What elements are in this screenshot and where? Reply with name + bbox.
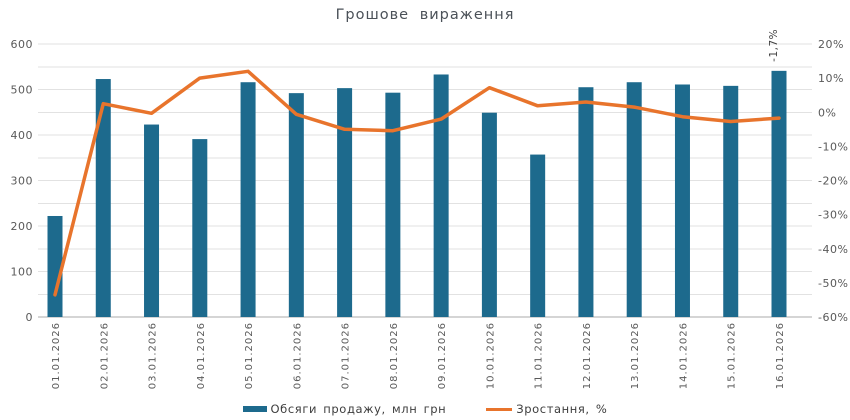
- right-axis-tick: -10%: [818, 140, 848, 153]
- bar-10.01.2026: [481, 112, 497, 317]
- growth-series-swatch-icon: [486, 407, 513, 411]
- bar-03.01.2026: [144, 124, 160, 317]
- right-axis-tick: 20%: [818, 38, 844, 51]
- right-axis-tick: -60%: [818, 311, 848, 324]
- x-axis-label: 16.01.2026: [775, 322, 786, 389]
- bar-15.01.2026: [723, 85, 739, 317]
- bar-06.01.2026: [288, 93, 304, 317]
- x-axis-label: 07.01.2026: [341, 322, 352, 389]
- x-axis-label: 09.01.2026: [437, 322, 448, 389]
- bar-09.01.2026: [433, 74, 449, 317]
- legend-label-sales: Обсяги продажу, млн грн: [270, 402, 447, 416]
- right-axis-tick: 10%: [818, 72, 844, 85]
- bar-16.01.2026: [771, 70, 787, 317]
- legend-label-growth: Зростання, %: [516, 402, 608, 416]
- left-axis-tick: 100: [11, 266, 34, 279]
- x-axis-label: 13.01.2026: [630, 322, 641, 389]
- right-axis-tick: -20%: [818, 175, 848, 188]
- left-axis-tick: 0: [26, 311, 34, 324]
- bar-13.01.2026: [626, 82, 642, 317]
- chart-title: Грошове вираження: [335, 7, 515, 23]
- x-axis-label: 02.01.2026: [99, 322, 110, 389]
- left-axis-tick: 300: [11, 175, 34, 188]
- last-value-annotation: -1,7%: [768, 29, 780, 62]
- left-axis-tick: 400: [11, 129, 34, 142]
- x-axis-label: 11.01.2026: [534, 322, 545, 389]
- left-axis-tick: 500: [11, 84, 34, 97]
- bar-05.01.2026: [240, 82, 256, 317]
- x-axis-label: 15.01.2026: [727, 322, 738, 389]
- legend-item-growth: Зростання, %: [486, 402, 607, 416]
- x-axis-label: 04.01.2026: [196, 322, 207, 389]
- right-axis-tick: -50%: [818, 277, 848, 290]
- right-axis-tick: 0%: [818, 106, 836, 119]
- x-axis-label: 05.01.2026: [244, 322, 255, 389]
- left-axis-tick: 600: [11, 38, 34, 51]
- x-axis-label: 14.01.2026: [678, 322, 689, 389]
- right-axis-tick: -40%: [818, 243, 848, 256]
- x-axis-label: 01.01.2026: [51, 322, 62, 389]
- x-axis-label: 03.01.2026: [148, 322, 159, 389]
- x-axis-label: 10.01.2026: [485, 322, 496, 389]
- left-axis-tick: 200: [11, 220, 34, 233]
- growth-line: [53, 69, 781, 297]
- right-axis-tick: -30%: [818, 209, 848, 222]
- bar-02.01.2026: [95, 79, 111, 317]
- bar-08.01.2026: [385, 92, 401, 317]
- bar-04.01.2026: [192, 139, 208, 317]
- sales-series-swatch-icon: [242, 406, 267, 412]
- bar-11.01.2026: [530, 154, 546, 317]
- chart-legend: Обсяги продажу, млн грн Зростання, %: [0, 402, 850, 416]
- x-axis-label: 08.01.2026: [389, 322, 400, 389]
- x-axis-label: 12.01.2026: [582, 322, 593, 389]
- legend-item-sales: Обсяги продажу, млн грн: [242, 402, 447, 416]
- x-axis-label: 06.01.2026: [292, 322, 303, 389]
- bar-12.01.2026: [578, 87, 594, 317]
- bar-14.01.2026: [674, 84, 690, 318]
- bar-07.01.2026: [337, 88, 353, 317]
- bar-01.01.2026: [47, 215, 63, 317]
